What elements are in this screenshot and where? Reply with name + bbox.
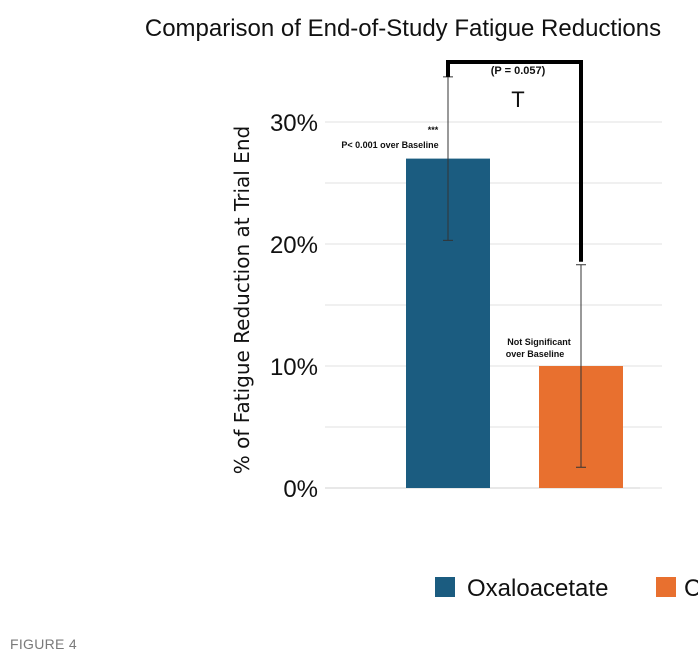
y-tick-label: 10%	[270, 354, 318, 381]
legend-label-placebo: C	[684, 575, 698, 602]
trend-marker: T	[511, 87, 524, 112]
y-axis-label: % of Fatigue Reduction at Trial End	[230, 126, 254, 474]
comparison-bracket	[446, 60, 583, 262]
placebo-annotation-line1: Not Significant	[507, 337, 571, 347]
significance-stars: ***	[428, 125, 439, 135]
y-tick-label: 0%	[283, 476, 318, 503]
legend: Oxaloacetate C	[435, 575, 698, 602]
annotations: *** P< 0.001 over Baseline Not Significa…	[341, 65, 570, 359]
error-bars	[443, 76, 586, 468]
legend-swatch-oxaloacetate	[435, 577, 455, 597]
chart-title: Comparison of End-of-Study Fatigue Reduc…	[145, 15, 661, 42]
gridlines	[325, 121, 662, 489]
figure-label: FIGURE 4	[10, 636, 77, 652]
oxaloacetate-annotation: P< 0.001 over Baseline	[341, 140, 438, 150]
bracket-line	[446, 60, 583, 262]
y-tick-labels: 0% 10% 20% 30%	[270, 110, 318, 503]
y-tick-label: 20%	[270, 232, 318, 259]
placebo-annotation-line2: over Baseline	[506, 349, 565, 359]
p-value-label: (P = 0.057)	[491, 65, 546, 77]
legend-label-oxaloacetate: Oxaloacetate	[467, 575, 608, 602]
bars	[406, 158, 623, 488]
y-tick-label: 30%	[270, 110, 318, 137]
legend-swatch-placebo	[656, 577, 676, 597]
